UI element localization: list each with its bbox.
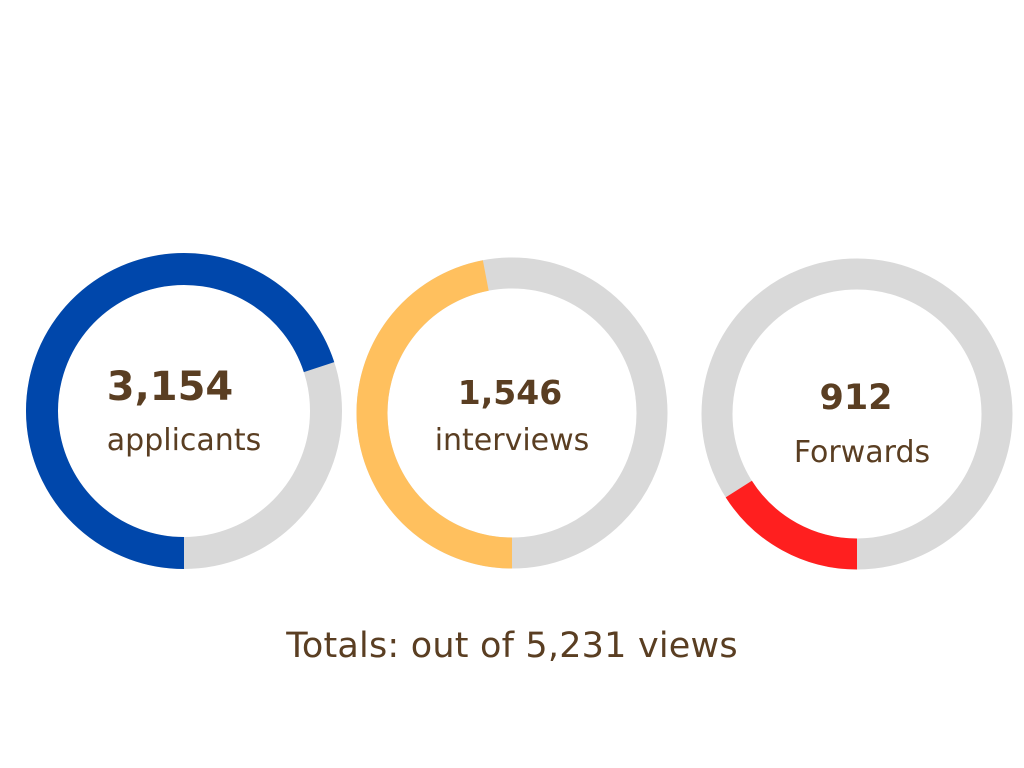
ring-name-label: applicants	[107, 423, 261, 458]
totals-caption: Totals: out of 5,231 views	[286, 626, 738, 666]
ring-value-label: 1,546	[458, 373, 562, 412]
ring-value-label: 912	[819, 378, 892, 418]
ring-arc-forwards	[725, 480, 858, 570]
ring-arc-interviews	[356, 260, 513, 569]
ring-value-label: 3,154	[107, 364, 234, 410]
ring-name-label: Forwards	[794, 435, 930, 470]
ring-arc-applicants	[26, 253, 335, 569]
ring-name-label: interviews	[435, 423, 590, 458]
